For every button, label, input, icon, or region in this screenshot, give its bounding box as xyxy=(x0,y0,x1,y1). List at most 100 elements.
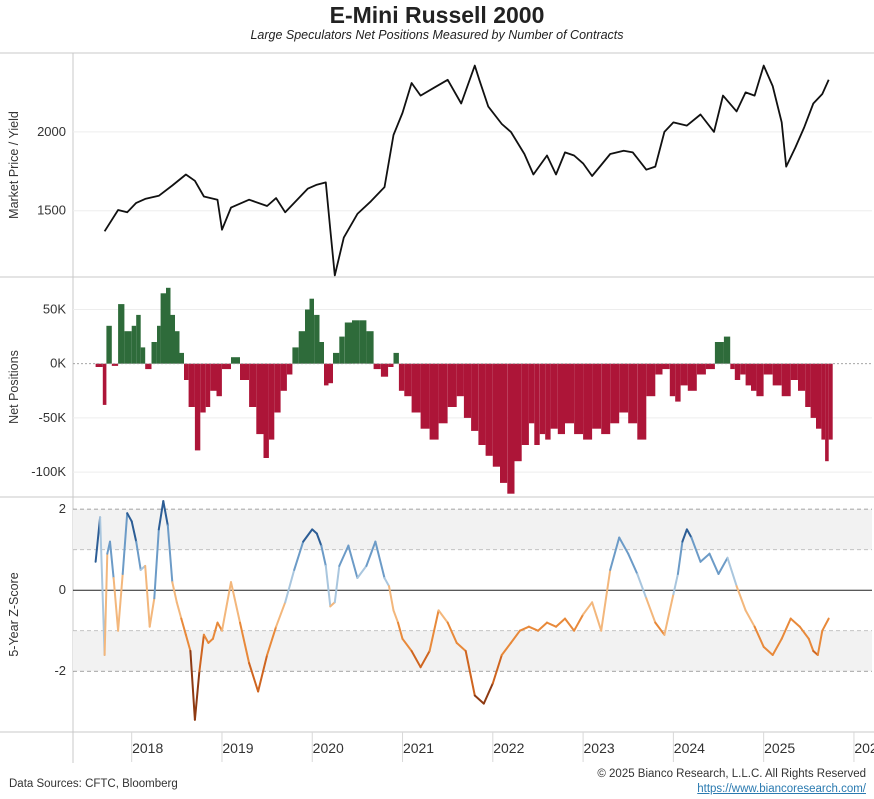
y-tick-label: -100K xyxy=(31,464,66,479)
net-position-bar xyxy=(680,363,688,386)
zscore-segment xyxy=(780,617,792,640)
net-position-bar xyxy=(734,363,741,380)
zscore-segment xyxy=(446,621,458,644)
zscore-segment xyxy=(135,540,142,571)
zscore-segment xyxy=(211,621,219,640)
zscore-segment xyxy=(546,621,557,628)
zscore-segment xyxy=(527,625,539,632)
net-position-bar xyxy=(447,363,457,407)
zscore-segment xyxy=(162,500,169,527)
net-position-bar xyxy=(136,314,141,364)
net-position-bar xyxy=(222,363,231,370)
zscore-segment xyxy=(193,670,201,721)
net-position-bar xyxy=(388,363,394,367)
y-tick-label: 0K xyxy=(50,356,66,371)
zscore-segment xyxy=(582,601,594,616)
net-position-bar xyxy=(763,363,773,375)
net-position-bar xyxy=(828,363,833,440)
zscore-segment xyxy=(230,581,241,624)
y-tick-label: 2000 xyxy=(37,124,66,139)
zscore-segment xyxy=(302,528,314,543)
net-position-bar xyxy=(816,363,822,429)
zscore-segment xyxy=(428,609,440,652)
net-position-bar xyxy=(145,363,152,370)
net-position-bar xyxy=(373,363,381,370)
net-position-bar xyxy=(352,320,360,364)
zscore-segment xyxy=(518,625,530,632)
net-position-bar xyxy=(274,363,281,413)
net-position-bar xyxy=(151,342,157,364)
zscore-segment xyxy=(573,613,585,632)
zscore-segment xyxy=(455,641,467,652)
net-position-bar xyxy=(170,314,175,364)
zscore-segment xyxy=(509,629,521,644)
net-position-bar xyxy=(772,363,782,386)
zscore-segment xyxy=(744,609,756,628)
net-position-bar xyxy=(398,363,405,391)
net-position-bar xyxy=(675,363,681,402)
net-position-bar xyxy=(545,363,551,440)
x-tick-label: 2025 xyxy=(764,740,795,756)
net-position-bar xyxy=(810,363,816,418)
net-position-bar xyxy=(200,363,206,413)
zscore-segment xyxy=(600,568,612,632)
net-position-bar xyxy=(781,363,791,397)
net-position-bar xyxy=(438,363,448,424)
net-position-bar xyxy=(456,363,464,397)
net-position-bar xyxy=(324,363,329,386)
zscore-segment xyxy=(266,625,278,656)
zscore-segment xyxy=(324,564,332,608)
net-position-bar xyxy=(359,320,367,364)
zscore-segment xyxy=(293,540,305,571)
net-position-bar xyxy=(118,304,125,364)
net-position-bar xyxy=(646,363,656,397)
zscore-segment xyxy=(388,585,395,612)
net-position-bar xyxy=(574,363,584,435)
net-position-bar xyxy=(319,342,324,364)
y-axis-label: Market Price / Yield xyxy=(7,111,21,219)
zscore-segment xyxy=(121,512,129,575)
net-position-bar xyxy=(696,363,706,375)
zscore-segment xyxy=(202,633,210,644)
zscore-segment xyxy=(356,564,368,579)
zscore-segment xyxy=(591,601,603,632)
net-position-bar xyxy=(790,363,798,380)
zscore-segment xyxy=(676,540,684,575)
y-tick-label: -2 xyxy=(54,663,66,678)
net-position-bar xyxy=(175,331,180,364)
net-position-bar xyxy=(140,347,146,364)
net-position-bar xyxy=(601,363,611,435)
zscore-segment xyxy=(248,662,260,693)
x-tick-label: 2021 xyxy=(403,740,434,756)
x-tick-label: 2018 xyxy=(132,740,163,756)
zscore-segment xyxy=(153,528,160,600)
net-position-bar xyxy=(344,322,352,364)
zscore-segment xyxy=(117,573,124,632)
net-position-bar xyxy=(366,331,374,364)
zscore-segment xyxy=(180,617,187,636)
net-position-bar xyxy=(309,298,314,364)
zscore-segment xyxy=(482,682,494,705)
zscore-segment xyxy=(410,650,422,669)
zscore-segment xyxy=(473,694,485,705)
net-position-bar xyxy=(655,363,663,375)
x-tick-label: 2020 xyxy=(313,740,344,756)
zscore-segment xyxy=(491,654,503,685)
zscore-segment xyxy=(798,625,810,640)
zscore-segment xyxy=(112,577,120,632)
zscore-segment xyxy=(807,637,815,652)
net-position-bar xyxy=(194,363,201,451)
zscore-segment xyxy=(239,621,251,665)
net-position-bar xyxy=(463,363,472,418)
zscore-segment xyxy=(717,556,729,575)
net-position-bar xyxy=(521,363,529,445)
zscore-segment xyxy=(225,581,232,608)
website-link[interactable]: https://www.biancoresearch.com/ xyxy=(697,783,866,795)
zscore-segment xyxy=(257,654,269,693)
net-position-bar xyxy=(231,357,240,364)
zscore-segment xyxy=(329,601,336,608)
net-position-bar xyxy=(637,363,647,440)
zscore-segment xyxy=(685,528,693,539)
net-position-bar xyxy=(166,287,171,364)
zscore-segment xyxy=(708,552,720,575)
